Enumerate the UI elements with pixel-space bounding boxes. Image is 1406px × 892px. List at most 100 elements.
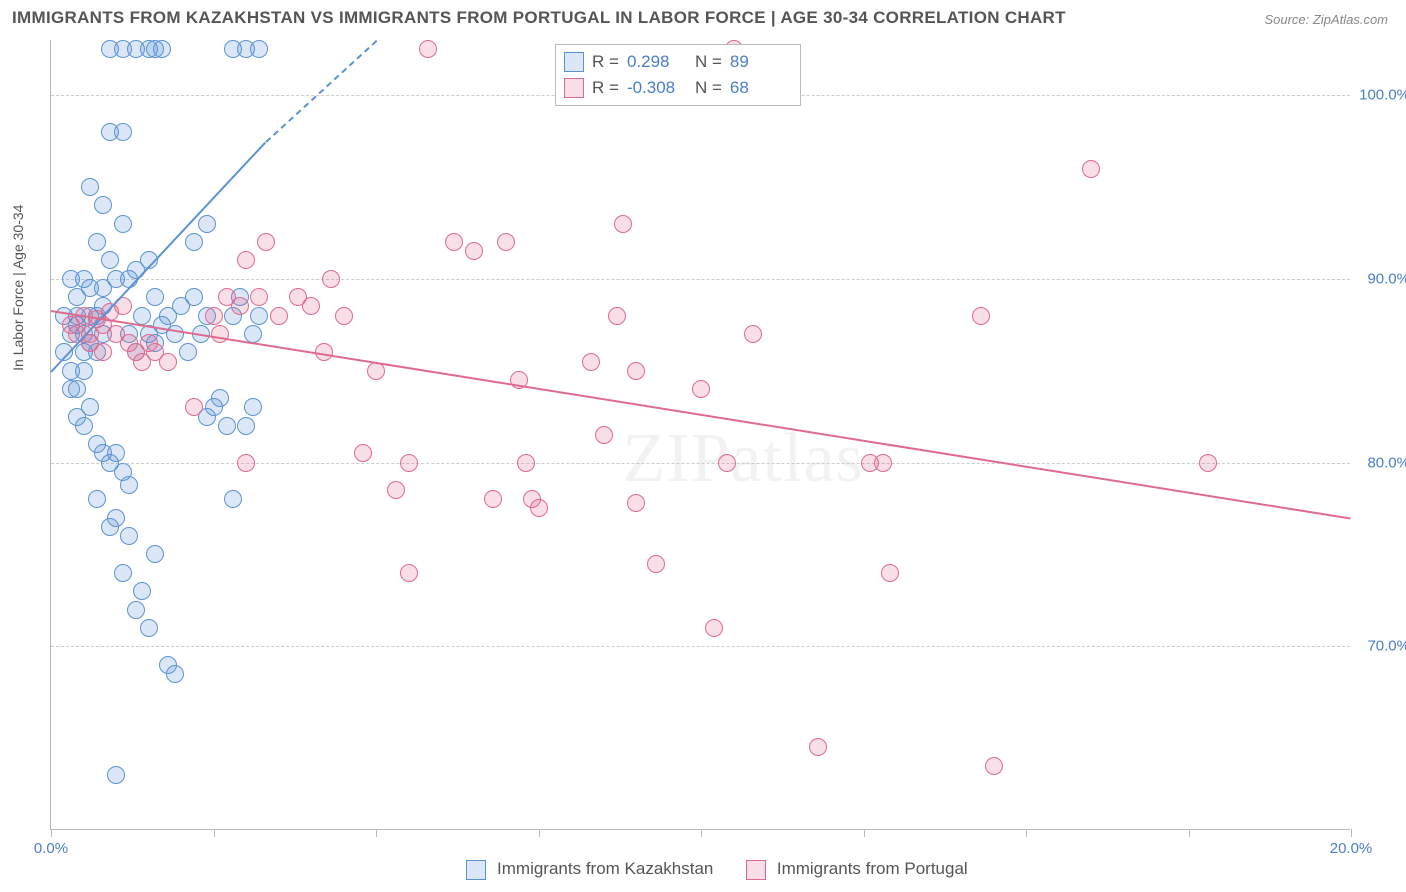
r-label: R = (592, 52, 619, 72)
scatter-point (62, 380, 80, 398)
scatter-point (146, 545, 164, 563)
scatter-point (465, 242, 483, 260)
scatter-point (881, 564, 899, 582)
scatter-point (94, 279, 112, 297)
scatter-point (179, 343, 197, 361)
source-attribution: Source: ZipAtlas.com (1264, 12, 1388, 27)
scatter-point (94, 196, 112, 214)
scatter-point (75, 270, 93, 288)
scatter-point (198, 215, 216, 233)
scatter-point (133, 582, 151, 600)
scatter-point (400, 454, 418, 472)
chart-title: IMMIGRANTS FROM KAZAKHSTAN VS IMMIGRANTS… (12, 8, 1066, 28)
scatter-point (270, 307, 288, 325)
scatter-point (647, 555, 665, 573)
scatter-point (101, 251, 119, 269)
trend-line (51, 310, 1351, 520)
scatter-point (354, 444, 372, 462)
scatter-point (335, 307, 353, 325)
scatter-point (419, 40, 437, 58)
n-value-kazakhstan: 89 (730, 52, 790, 72)
scatter-point (874, 454, 892, 472)
swatch-portugal-icon (746, 860, 766, 880)
n-label: N = (695, 52, 722, 72)
y-tick-label: 90.0% (1367, 270, 1406, 287)
scatter-point (107, 444, 125, 462)
x-tick-label: 20.0% (1330, 840, 1373, 857)
correlation-row-portugal: R = -0.308 N = 68 (564, 75, 790, 101)
scatter-point (114, 215, 132, 233)
scatter-point (81, 398, 99, 416)
scatter-point (692, 380, 710, 398)
scatter-point (127, 601, 145, 619)
scatter-point (159, 353, 177, 371)
correlation-legend: R = 0.298 N = 89 R = -0.308 N = 68 (555, 44, 801, 106)
x-tick (1189, 829, 1190, 837)
y-axis-title: In Labor Force | Age 30-34 (10, 205, 26, 371)
scatter-point (185, 233, 203, 251)
r-label: R = (592, 78, 619, 98)
scatter-point (88, 490, 106, 508)
trend-line (265, 40, 377, 143)
scatter-point (237, 417, 255, 435)
y-tick-label: 80.0% (1367, 454, 1406, 471)
scatter-point (153, 40, 171, 58)
scatter-point (81, 178, 99, 196)
scatter-point (608, 307, 626, 325)
scatter-point (250, 40, 268, 58)
scatter-point (497, 233, 515, 251)
scatter-point (237, 454, 255, 472)
scatter-point (211, 325, 229, 343)
y-tick-label: 70.0% (1367, 638, 1406, 655)
scatter-point (250, 288, 268, 306)
legend-label-portugal: Immigrants from Portugal (777, 859, 968, 878)
scatter-point (530, 499, 548, 517)
n-label: N = (695, 78, 722, 98)
swatch-kazakhstan-icon (466, 860, 486, 880)
scatter-point (140, 619, 158, 637)
scatter-point (972, 307, 990, 325)
scatter-point (1199, 454, 1217, 472)
scatter-point (205, 307, 223, 325)
scatter-point (231, 297, 249, 315)
x-tick (864, 829, 865, 837)
scatter-point (224, 490, 242, 508)
scatter-point (94, 343, 112, 361)
scatter-point (302, 297, 320, 315)
scatter-point (387, 481, 405, 499)
r-value-portugal: -0.308 (627, 78, 687, 98)
scatter-point (517, 454, 535, 472)
y-tick-label: 100.0% (1359, 87, 1406, 104)
scatter-point (400, 564, 418, 582)
scatter-point (218, 417, 236, 435)
x-tick (1351, 829, 1352, 837)
x-tick (1026, 829, 1027, 837)
scatter-point (257, 233, 275, 251)
scatter-point (107, 766, 125, 784)
scatter-point (985, 757, 1003, 775)
scatter-point (101, 518, 119, 536)
scatter-point (484, 490, 502, 508)
watermark: ZIPatlas (623, 419, 864, 499)
r-value-kazakhstan: 0.298 (627, 52, 687, 72)
correlation-row-kazakhstan: R = 0.298 N = 89 (564, 49, 790, 75)
bottom-legend: Immigrants from Kazakhstan Immigrants fr… (0, 859, 1406, 880)
scatter-point (166, 325, 184, 343)
x-tick (376, 829, 377, 837)
scatter-point (627, 362, 645, 380)
scatter-point (114, 123, 132, 141)
scatter-point (133, 307, 151, 325)
scatter-point (185, 288, 203, 306)
scatter-point (120, 527, 138, 545)
scatter-point (614, 215, 632, 233)
x-tick (51, 829, 52, 837)
scatter-point (809, 738, 827, 756)
scatter-point (627, 494, 645, 512)
scatter-point (237, 251, 255, 269)
scatter-point (120, 476, 138, 494)
plot-area: ZIPatlas 70.0%80.0%90.0%100.0%0.0%20.0% (50, 40, 1350, 830)
swatch-portugal-icon (564, 78, 584, 98)
scatter-point (166, 665, 184, 683)
n-value-portugal: 68 (730, 78, 790, 98)
scatter-point (1082, 160, 1100, 178)
